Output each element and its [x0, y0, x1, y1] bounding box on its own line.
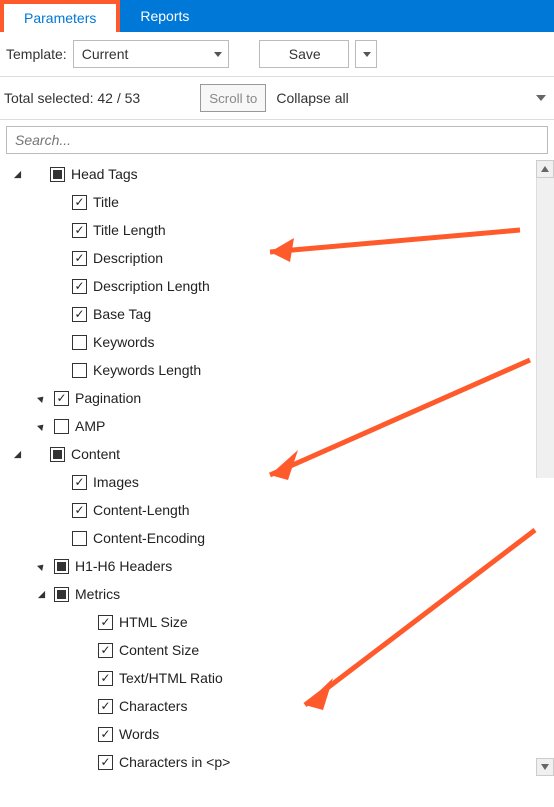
- checkbox[interactable]: [72, 251, 87, 266]
- tree-item-words[interactable]: Words: [4, 720, 530, 748]
- tree-label: Text/HTML Ratio: [119, 670, 223, 686]
- tree-label: Images: [93, 474, 139, 490]
- save-button[interactable]: Save: [259, 40, 349, 68]
- checkbox[interactable]: [98, 727, 113, 742]
- tree-item-description[interactable]: Description: [4, 244, 530, 272]
- chevron-down-icon: [536, 95, 546, 101]
- checkbox[interactable]: [72, 503, 87, 518]
- checkbox[interactable]: [72, 363, 87, 378]
- checkbox-content[interactable]: [50, 447, 65, 462]
- tree-label: Content-Encoding: [93, 530, 205, 546]
- tree-group-pagination[interactable]: Pagination: [4, 384, 530, 412]
- tree-item-chars-in-p[interactable]: Characters in <p>: [4, 748, 530, 776]
- checkbox[interactable]: [72, 531, 87, 546]
- tree-item-keywords[interactable]: Keywords: [4, 328, 530, 356]
- expand-toggle-icon[interactable]: [34, 590, 48, 599]
- checkbox[interactable]: [98, 699, 113, 714]
- tree-label: Content-Length: [93, 502, 190, 518]
- tree-label: HTML Size: [119, 614, 188, 630]
- template-label: Template:: [6, 46, 67, 62]
- checkbox[interactable]: [98, 615, 113, 630]
- tree-label: Title Length: [93, 222, 166, 238]
- tree-label: Words: [119, 726, 159, 742]
- scroll-up-button[interactable]: [536, 160, 554, 178]
- tree-label: Description Length: [93, 278, 210, 294]
- tree-group-metrics[interactable]: Metrics: [4, 580, 530, 608]
- tab-bar: Parameters Reports: [0, 0, 554, 32]
- checkbox[interactable]: [98, 671, 113, 686]
- scroll-down-button[interactable]: [536, 758, 554, 776]
- tree-item-content-length[interactable]: Content-Length: [4, 496, 530, 524]
- tree-item-title[interactable]: Title: [4, 188, 530, 216]
- tree-item-content-encoding[interactable]: Content-Encoding: [4, 524, 530, 552]
- tree-label: Pagination: [75, 390, 141, 406]
- scrollbar-track[interactable]: [536, 178, 554, 478]
- tree-label: Characters: [119, 698, 187, 714]
- checkbox[interactable]: [54, 559, 69, 574]
- tree-label: Content Size: [119, 642, 199, 658]
- tree-label: Characters in <p>: [119, 754, 230, 770]
- checkbox[interactable]: [72, 223, 87, 238]
- total-selected-label: Total selected: 42 / 53: [4, 90, 140, 106]
- tree-label: AMP: [75, 418, 105, 434]
- tree-label: Title: [93, 194, 119, 210]
- status-toolbar: Total selected: 42 / 53 Scroll to Collap…: [0, 77, 554, 120]
- tab-parameters-label: Parameters: [24, 10, 96, 26]
- save-label: Save: [289, 46, 321, 62]
- tree-item-images[interactable]: Images: [4, 468, 530, 496]
- tree-label: Content: [71, 446, 120, 462]
- checkbox[interactable]: [54, 587, 69, 602]
- chevron-down-icon: [363, 52, 371, 57]
- tree-item-html-size[interactable]: HTML Size: [4, 608, 530, 636]
- template-toolbar: Template: Current Save: [0, 32, 554, 77]
- scroll-to-label: Scroll to: [209, 91, 257, 106]
- checkbox[interactable]: [98, 643, 113, 658]
- parameters-tree: Head Tags Title Title Length Description…: [0, 160, 530, 776]
- checkbox[interactable]: [54, 391, 69, 406]
- checkbox[interactable]: [72, 335, 87, 350]
- tab-reports[interactable]: Reports: [120, 0, 209, 32]
- tree-item-description-length[interactable]: Description Length: [4, 272, 530, 300]
- chevron-down-icon: [214, 52, 222, 57]
- tab-reports-label: Reports: [140, 8, 189, 24]
- template-select[interactable]: Current: [73, 40, 229, 68]
- checkbox[interactable]: [54, 419, 69, 434]
- checkbox[interactable]: [72, 307, 87, 322]
- checkbox[interactable]: [98, 755, 113, 770]
- tree-group-head-tags[interactable]: Head Tags: [4, 160, 530, 188]
- collapse-all-link[interactable]: Collapse all: [276, 90, 348, 106]
- search-input[interactable]: [7, 127, 547, 153]
- checkbox[interactable]: [72, 279, 87, 294]
- tree-label: Head Tags: [71, 166, 138, 182]
- tree-label: H1-H6 Headers: [75, 558, 172, 574]
- tree-item-keywords-length[interactable]: Keywords Length: [4, 356, 530, 384]
- tree-item-characters[interactable]: Characters: [4, 692, 530, 720]
- tree-group-content[interactable]: Content: [4, 440, 530, 468]
- tab-parameters[interactable]: Parameters: [0, 0, 120, 32]
- search-box: [6, 126, 548, 154]
- expand-toggle-icon[interactable]: [34, 394, 48, 403]
- tree-label: Description: [93, 250, 163, 266]
- tree-label: Metrics: [75, 586, 120, 602]
- tree-group-amp[interactable]: AMP: [4, 412, 530, 440]
- checkbox[interactable]: [72, 475, 87, 490]
- tree-item-text-html-ratio[interactable]: Text/HTML Ratio: [4, 664, 530, 692]
- tree-label: Keywords: [93, 334, 154, 350]
- expand-toggle-icon[interactable]: [10, 170, 24, 179]
- save-dropdown[interactable]: [355, 40, 377, 68]
- expand-toggle-icon[interactable]: [10, 450, 24, 459]
- tree-item-title-length[interactable]: Title Length: [4, 216, 530, 244]
- tree-item-base-tag[interactable]: Base Tag: [4, 300, 530, 328]
- template-value: Current: [82, 46, 129, 62]
- expand-toggle-icon[interactable]: [34, 562, 48, 571]
- expand-toggle-icon[interactable]: [34, 422, 48, 431]
- checkbox[interactable]: [72, 195, 87, 210]
- tree-item-content-size[interactable]: Content Size: [4, 636, 530, 664]
- scroll-to-button[interactable]: Scroll to: [200, 84, 266, 112]
- checkbox-head-tags[interactable]: [50, 167, 65, 182]
- tree-group-h1h6[interactable]: H1-H6 Headers: [4, 552, 530, 580]
- tree-label: Base Tag: [93, 306, 151, 322]
- tree-label: Keywords Length: [93, 362, 201, 378]
